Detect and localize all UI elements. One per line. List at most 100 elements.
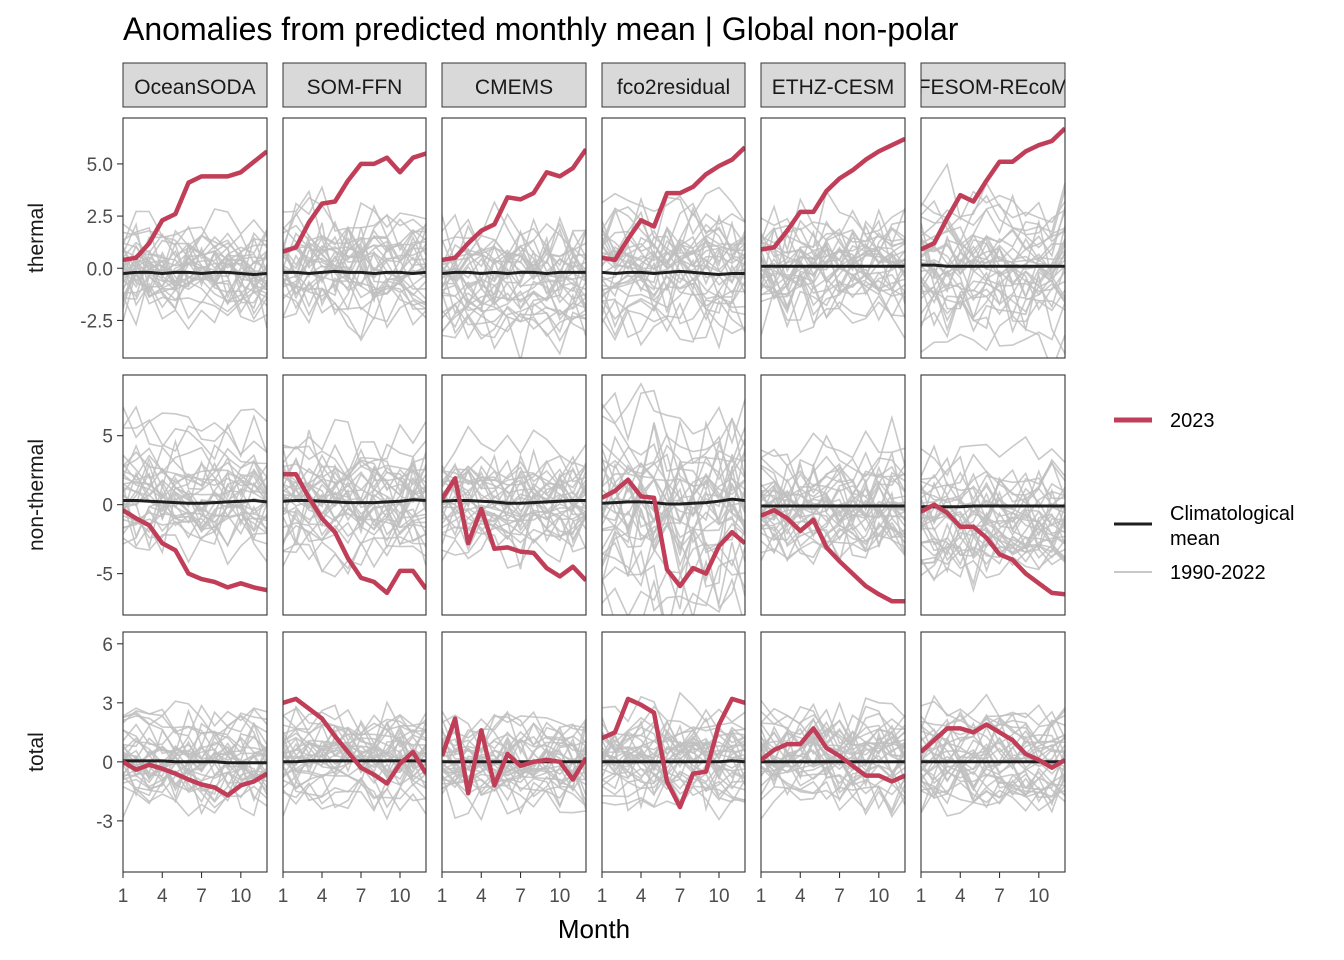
background-year-line <box>602 296 745 350</box>
series-2023-line <box>602 145 745 263</box>
legend-label-climatology-line1: Climatological <box>1170 503 1295 525</box>
x-axis-title: Month <box>558 914 630 944</box>
strip-headers: OceanSODA SOM-FFN CMEMS fco2residual ETH… <box>122 62 1069 108</box>
strip-box-ethz-cesm <box>760 62 906 108</box>
background-year-line <box>602 255 745 313</box>
panel-border <box>760 374 906 616</box>
background-year-line <box>442 713 586 754</box>
background-year-line <box>602 733 745 779</box>
background-year-line <box>602 460 745 542</box>
climatological-mean-line <box>123 759 267 765</box>
x-tick-label: 1 <box>437 886 448 907</box>
series-2023-line <box>283 472 426 596</box>
background-year-line <box>123 715 267 768</box>
background-year-line <box>283 719 426 769</box>
x-tick-label: 1 <box>597 886 608 907</box>
background-year-line <box>123 243 267 291</box>
y-tick-label: -5 <box>96 565 113 586</box>
panel-border <box>441 631 587 873</box>
panel-non-thermal-ethz-cesm <box>760 374 906 616</box>
background-year-line <box>921 270 1065 306</box>
climatological-mean-line <box>123 498 267 505</box>
background-year-line <box>761 197 905 254</box>
background-year-line <box>123 722 267 769</box>
background-year-line <box>602 541 745 615</box>
x-tick-label: 4 <box>317 886 328 907</box>
x-tick-label: 7 <box>196 886 207 907</box>
background-year-line <box>602 770 745 802</box>
strip-box-fesom-recom <box>920 62 1066 108</box>
background-year-line <box>602 435 745 520</box>
background-year-line <box>442 726 586 762</box>
background-year-line <box>283 741 426 784</box>
background-year-line <box>761 284 905 339</box>
panel-border <box>441 374 587 616</box>
background-year-line <box>123 530 267 566</box>
panel-background <box>123 118 267 358</box>
background-year-line <box>602 746 745 821</box>
background-year-line <box>123 269 267 313</box>
panel-border <box>122 117 268 359</box>
background-year-line <box>602 454 745 534</box>
legend-label-2023: 2023 <box>1170 410 1215 432</box>
y-tick-label: 0 <box>102 753 113 774</box>
background-year-line <box>442 778 586 822</box>
background-year-line <box>921 455 1065 525</box>
background-year-line <box>921 707 1065 745</box>
strip-label-fco2residual: fco2residual <box>617 76 730 99</box>
series-2023-line <box>761 136 905 252</box>
y-tick-label: 6 <box>102 635 113 656</box>
panel-border <box>282 631 427 873</box>
series-2023-line <box>761 726 905 784</box>
strip-box-oceansoda <box>122 62 268 108</box>
x-tick-label: 1 <box>916 886 927 907</box>
strip-box-som-ffn <box>282 62 427 108</box>
chart-title: Anomalies from predicted monthly mean | … <box>123 11 959 47</box>
background-year-line <box>602 196 745 251</box>
background-year-line <box>442 755 586 808</box>
background-year-line <box>761 260 905 319</box>
background-year-line <box>921 259 1065 307</box>
background-year-line <box>921 285 1065 332</box>
background-year-line <box>761 717 905 755</box>
background-year-line <box>761 450 905 520</box>
background-year-line <box>283 775 426 815</box>
panel-total-som-ffn <box>282 631 427 873</box>
x-tick-label: 4 <box>636 886 647 907</box>
background-year-line <box>921 779 1065 817</box>
background-year-line <box>123 208 267 260</box>
background-year-line <box>442 271 586 323</box>
background-year-line <box>123 462 267 534</box>
x-tick-label: 7 <box>356 886 367 907</box>
background-year-line <box>442 230 586 275</box>
series-2023-line <box>283 696 426 786</box>
background-year-line <box>921 736 1065 777</box>
background-year-line <box>283 273 426 319</box>
background-year-line <box>602 577 743 615</box>
background-year-line <box>283 222 426 293</box>
background-year-line <box>283 774 426 809</box>
background-year-line <box>602 732 745 790</box>
background-year-line <box>921 765 1065 801</box>
panel-thermal-ethz-cesm <box>760 117 906 359</box>
background-year-line <box>921 495 1065 552</box>
strip-label-fesom-recom: FESOM-REcoM <box>918 76 1069 99</box>
background-year-line <box>921 754 1065 796</box>
y-tick-label: 0 <box>102 496 113 517</box>
background-year-line <box>283 536 426 576</box>
background-year-line <box>442 252 586 296</box>
panel-total-fesom-recom <box>920 631 1066 873</box>
panel-total-fco2residual <box>601 631 746 873</box>
background-year-line <box>283 248 426 288</box>
background-year-line <box>283 189 426 275</box>
y-tick-label: 3 <box>102 694 113 715</box>
background-year-line <box>442 245 586 283</box>
x-tick-label: 1 <box>278 886 289 907</box>
panel-thermal-som-ffn <box>282 117 427 359</box>
background-year-line <box>283 238 426 308</box>
climatological-mean-line <box>283 269 426 276</box>
x-tick-label: 10 <box>708 886 729 907</box>
panel-thermal-oceansoda <box>122 117 268 359</box>
background-year-line <box>283 265 426 330</box>
y-axes: 5.0 2.5 0.0 -2.5 5 0 -5 6 3 0 -3 <box>80 155 123 833</box>
